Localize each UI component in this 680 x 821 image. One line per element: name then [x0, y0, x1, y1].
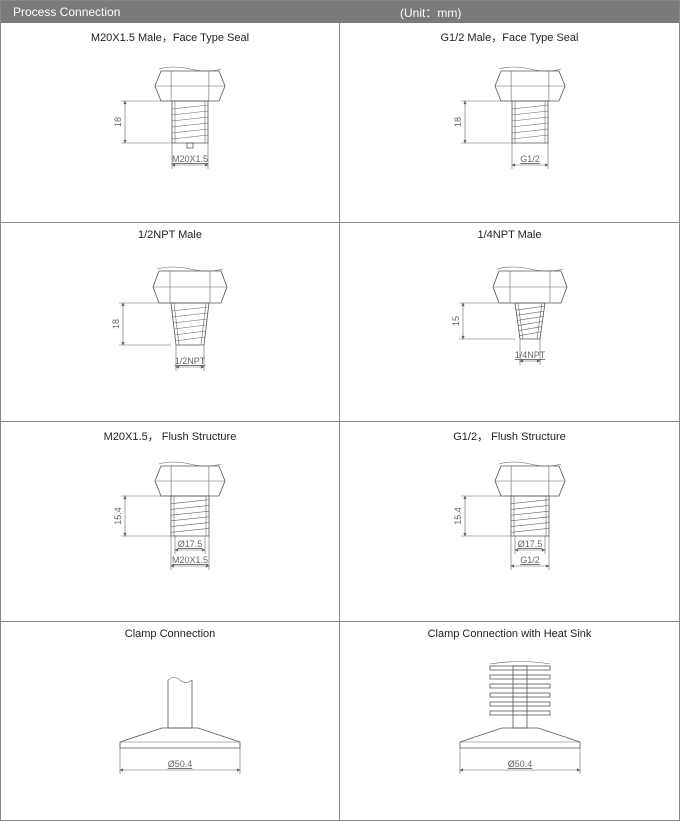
cell-title: G1/2， Flush Structure	[340, 422, 679, 446]
svg-text:Ø17.5: Ø17.5	[178, 539, 203, 549]
cell-title: M20X1.5， Flush Structure	[1, 422, 339, 446]
cell-6: Clamp Connection Ø50.4	[1, 622, 340, 821]
svg-text:1/4NPT: 1/4NPT	[514, 350, 545, 360]
svg-text:18: 18	[111, 319, 121, 329]
cell-diagram: 18 1/2NPT	[1, 247, 339, 422]
cell-diagram: 15.4 Ø17.5 G1/2	[340, 446, 679, 621]
cell-0: M20X1.5 Male，Face Type Seal 18 M20X1.5	[1, 23, 340, 223]
cell-title: Clamp Connection	[1, 622, 339, 646]
svg-text:M20X1.5: M20X1.5	[172, 154, 208, 164]
cell-3: 1/4NPT Male 15 1/4NPT	[340, 223, 679, 423]
grid: M20X1.5 Male，Face Type Seal 18 M20X1.5G1…	[1, 23, 679, 821]
cell-diagram: 15.4 Ø17.5 M20X1.5	[1, 446, 339, 621]
svg-text:G1/2: G1/2	[520, 154, 540, 164]
svg-text:Ø17.5: Ø17.5	[517, 539, 542, 549]
header-title: Process Connection	[13, 5, 340, 19]
cell-1: G1/2 Male，Face Type Seal 18 G1/2	[340, 23, 679, 223]
cell-diagram: 15 1/4NPT	[340, 247, 679, 422]
svg-text:M20X1.5: M20X1.5	[172, 555, 208, 565]
cell-diagram: Ø50.4	[340, 646, 679, 821]
svg-text:15.4: 15.4	[453, 507, 463, 525]
svg-text:15.4: 15.4	[113, 507, 123, 525]
svg-text:18: 18	[113, 117, 123, 127]
svg-text:1/2NPT: 1/2NPT	[175, 356, 206, 366]
container: Process Connection (Unit：mm) M20X1.5 Mal…	[0, 0, 680, 821]
cell-diagram: 18 M20X1.5	[1, 47, 339, 222]
cell-4: M20X1.5， Flush Structure 15.4 Ø17.5 M20X…	[1, 422, 340, 622]
svg-text:G1/2: G1/2	[520, 555, 540, 565]
cell-7: Clamp Connection with Heat Sink Ø50.4	[340, 622, 679, 821]
header-unit: (Unit：mm)	[340, 4, 667, 21]
svg-text:Ø50.4: Ø50.4	[168, 759, 193, 769]
cell-title: M20X1.5 Male，Face Type Seal	[1, 23, 339, 47]
svg-text:18: 18	[453, 117, 463, 127]
cell-title: G1/2 Male，Face Type Seal	[340, 23, 679, 47]
cell-title: Clamp Connection with Heat Sink	[340, 622, 679, 646]
svg-text:15: 15	[451, 316, 461, 326]
cell-title: 1/4NPT Male	[340, 223, 679, 247]
svg-text:Ø50.4: Ø50.4	[507, 759, 532, 769]
cell-title: 1/2NPT Male	[1, 223, 339, 247]
header-bar: Process Connection (Unit：mm)	[1, 1, 679, 23]
cell-2: 1/2NPT Male 18 1/2NPT	[1, 223, 340, 423]
cell-diagram: Ø50.4	[1, 646, 339, 821]
cell-5: G1/2， Flush Structure 15.4 Ø17.5 G1/2	[340, 422, 679, 622]
cell-diagram: 18 G1/2	[340, 47, 679, 222]
